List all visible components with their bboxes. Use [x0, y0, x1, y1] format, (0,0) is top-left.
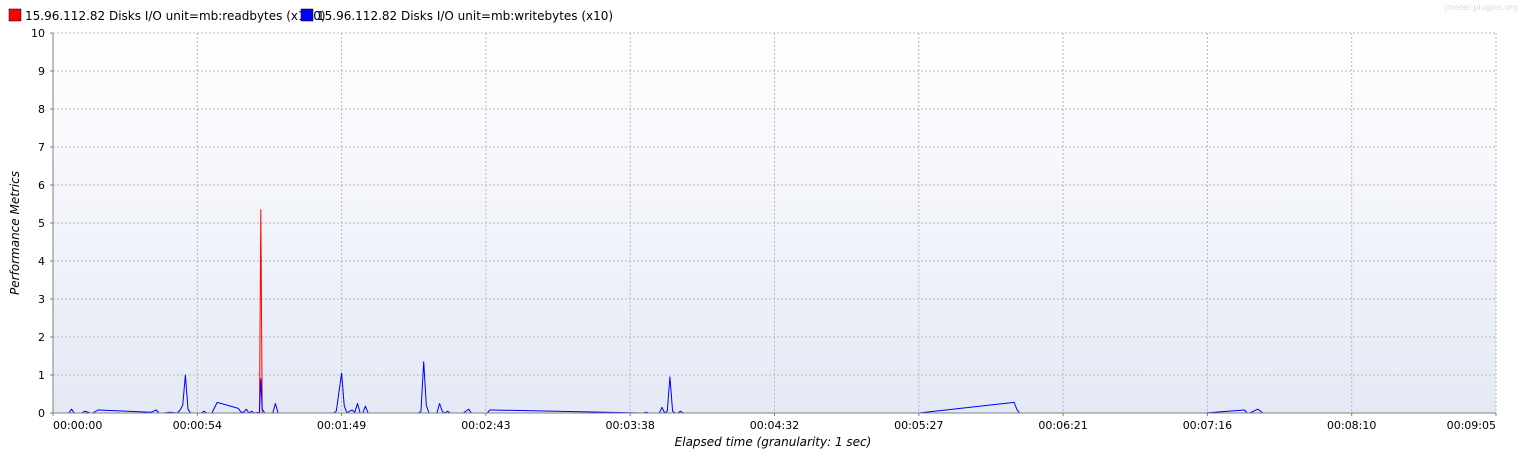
x-tick-label: 00:06:21 — [1038, 419, 1087, 432]
series-line-writebytes — [58, 361, 1496, 414]
y-tick-label: 0 — [38, 407, 45, 420]
legend-label-readbytes: 15.96.112.82 Disks I/O unit=mb:readbytes… — [25, 9, 326, 23]
x-tick-label: 00:02:43 — [461, 419, 510, 432]
grid-lines — [52, 32, 1497, 414]
y-axis-title: Performance Metrics — [8, 171, 22, 295]
y-tick-label: 1 — [38, 369, 45, 382]
x-axis-ticks: 00:00:00 00:00:54 00:01:49 00:02:43 00:03:38… — [52, 413, 1497, 432]
legend-swatch-readbytes — [8, 8, 22, 22]
x-tick-label: 00:04:32 — [750, 419, 799, 432]
x-tick-label: 00:03:38 — [605, 419, 654, 432]
y-tick-label: 9 — [38, 65, 45, 78]
y-tick-label: 6 — [38, 179, 45, 192]
chart-legend: 15.96.112.82 Disks I/O unit=mb:readbytes… — [8, 8, 613, 23]
x-axis-title: Elapsed time (granularity: 1 sec) — [675, 435, 872, 449]
y-tick-label: 7 — [38, 141, 45, 154]
y-tick-label: 3 — [38, 293, 45, 306]
y-tick-label: 5 — [38, 217, 45, 230]
y-axis-ticks: 0 1 2 3 4 5 6 7 8 9 10 — [31, 27, 53, 420]
x-tick-label: 00:08:10 — [1327, 419, 1376, 432]
y-tick-label: 8 — [38, 103, 45, 116]
x-tick-label: 00:07:16 — [1183, 419, 1232, 432]
y-tick-label: 4 — [38, 255, 45, 268]
x-tick-label: 00:00:54 — [173, 419, 222, 432]
x-tick-label: 00:09:05 — [1447, 419, 1496, 432]
watermark: jmeter-plugins.org — [1444, 3, 1518, 12]
legend-label-writebytes: 15.96.112.82 Disks I/O unit=mb:writebyte… — [317, 9, 613, 23]
x-tick-label: 00:01:49 — [317, 419, 366, 432]
y-tick-label: 10 — [31, 27, 45, 40]
legend-swatch-writebytes — [300, 8, 314, 22]
x-tick-label: 00:00:00 — [53, 419, 102, 432]
y-tick-label: 2 — [38, 331, 45, 344]
x-tick-label: 00:05:27 — [894, 419, 943, 432]
